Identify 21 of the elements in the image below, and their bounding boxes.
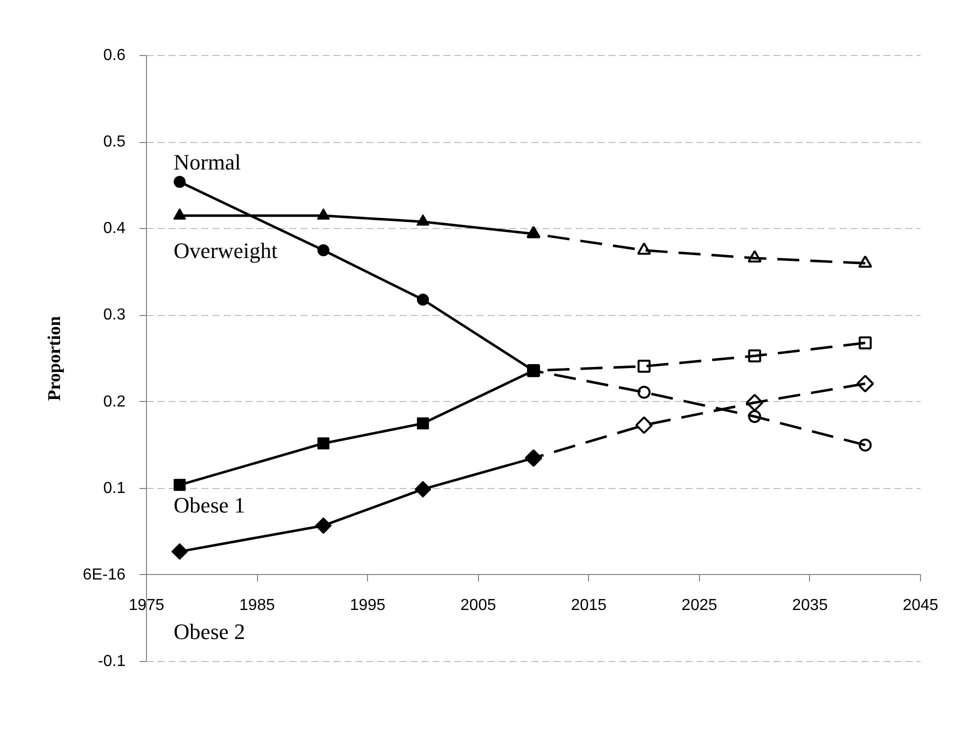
y-tick-label: 0.2 [103,393,126,410]
y-tick-label: 6E-16 [82,566,126,584]
x-tick-label: 2035 [792,596,828,614]
x-tick-label: 1985 [239,596,275,614]
y-tick-label: 0.6 [103,47,126,64]
y-tick-label: 0.5 [103,134,126,151]
x-tick-label: 1975 [128,596,164,614]
y-tick-label: 0.3 [103,306,126,324]
x-tick-label: 2005 [460,596,496,614]
x-tick-label: 2025 [682,596,718,614]
text: Obese 2 [174,619,246,644]
series-label: Obese 1 [174,492,246,518]
y-tick-label: -0.1 [98,653,126,670]
x-tick-label: 1995 [350,596,386,614]
series-label: Normal [174,149,241,174]
x-tick-label: 2015 [570,596,607,614]
y-tick-label: 0.4 [103,220,126,238]
y-tick-label: 0.1 [103,480,126,497]
x-tick-label: 2045 [902,596,938,614]
series-label: Overweight [174,238,278,264]
y-axis-title: Proportion [44,316,64,401]
